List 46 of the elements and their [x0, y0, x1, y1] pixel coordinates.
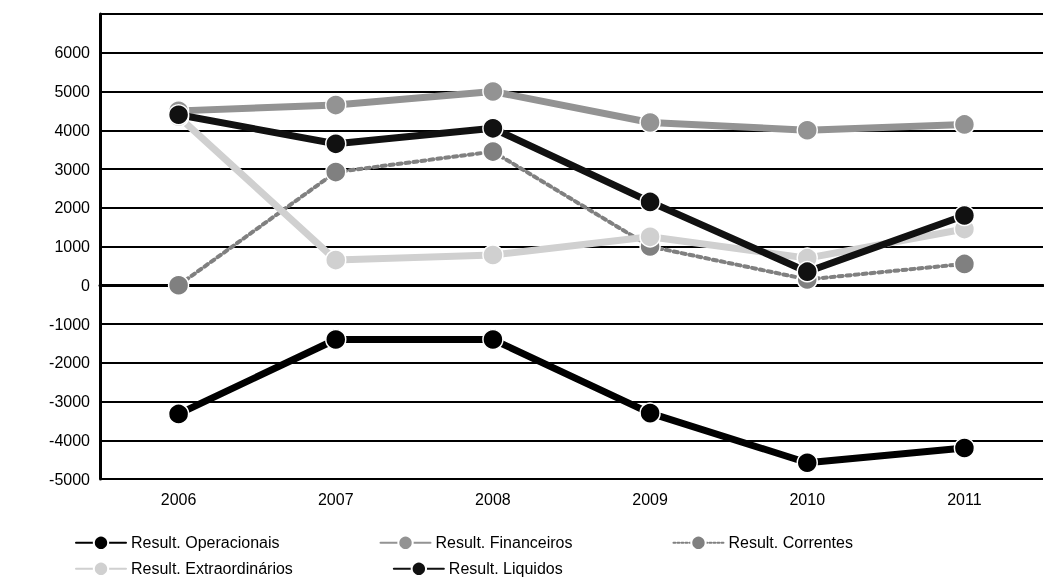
point — [482, 244, 504, 266]
point — [796, 260, 818, 283]
y-tick-label: 0 — [81, 276, 91, 294]
x-tick-label: 2007 — [317, 490, 354, 508]
legend-label: Result. Operacionais — [131, 534, 280, 552]
legend-label: Result. Correntes — [728, 534, 853, 552]
x-tick-label: 2008 — [475, 490, 511, 508]
point — [639, 226, 661, 248]
y-tick-label: -5000 — [49, 470, 91, 488]
y-tick-label: -2000 — [49, 354, 91, 372]
point — [953, 113, 976, 136]
point — [167, 403, 190, 425]
point — [953, 204, 976, 227]
x-tick-label: 2006 — [160, 490, 197, 508]
y-tick-label: -3000 — [49, 393, 91, 410]
legend-label: Result. Liquidos — [448, 560, 563, 578]
point — [953, 437, 976, 459]
point — [482, 80, 504, 103]
point — [639, 111, 661, 134]
point — [796, 119, 818, 141]
x-tick-label: 2011 — [947, 490, 982, 508]
x-tick-label: 2010 — [789, 490, 826, 508]
y-tick-label: 5000 — [54, 83, 91, 100]
point — [325, 133, 347, 155]
x-tick-label: 2009 — [632, 490, 668, 508]
point — [482, 140, 504, 163]
y-tick-label: 2000 — [54, 199, 91, 217]
point — [639, 402, 661, 424]
point — [325, 249, 347, 271]
y-tick-label: 1000 — [54, 238, 91, 255]
y-tick-label: 4000 — [54, 121, 91, 139]
point — [796, 451, 818, 474]
y-tick-label: -1000 — [49, 315, 91, 333]
point — [167, 274, 190, 296]
y-tick-label: -4000 — [49, 431, 91, 449]
legend-label: Result. Extraordinários — [131, 560, 293, 578]
point — [325, 328, 347, 351]
legend-label: Result. Financeiros — [435, 534, 573, 552]
y-tick-label: 3000 — [54, 160, 91, 178]
point — [639, 191, 661, 213]
point — [325, 161, 347, 183]
point — [953, 253, 976, 275]
y-tick-label: 6000 — [54, 44, 91, 62]
point — [482, 117, 504, 140]
point — [482, 328, 504, 351]
point — [325, 94, 347, 116]
